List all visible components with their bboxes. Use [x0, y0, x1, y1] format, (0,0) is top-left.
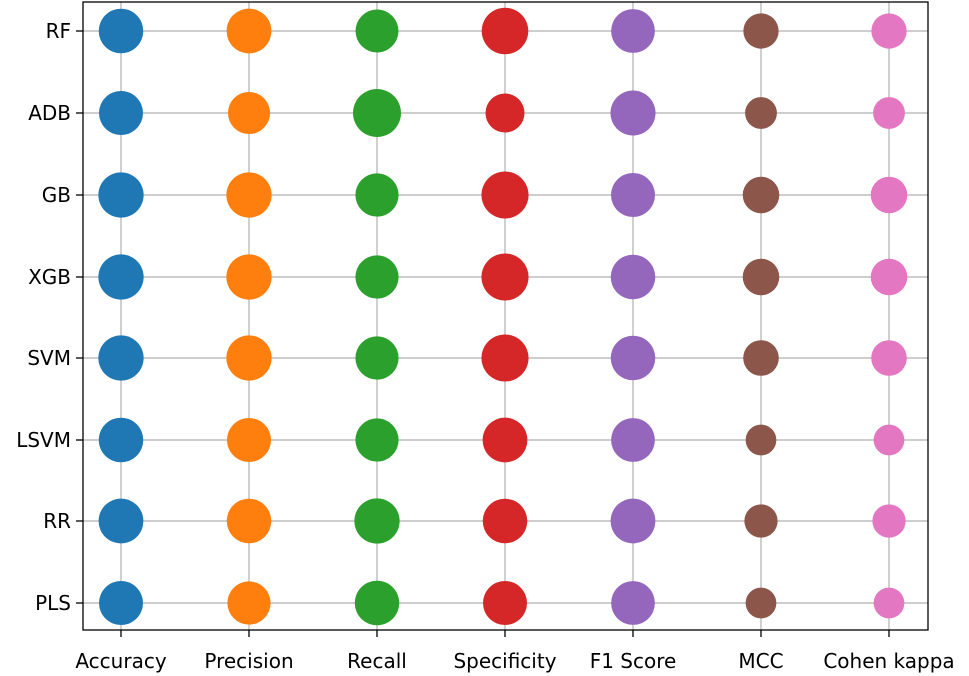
bubble-rr-precision	[226, 498, 272, 544]
bubble-gb-specificity	[481, 171, 529, 219]
bubble-xgb-recall	[355, 255, 399, 299]
bubble-svm-cohen-kappa	[871, 340, 907, 376]
x-tick-label-recall: Recall	[347, 649, 407, 673]
y-tick-label-xgb: XGB	[28, 265, 71, 289]
bubble-rf-mcc	[743, 13, 779, 49]
bubble-rf-specificity	[481, 7, 529, 55]
y-tick-label-lsvm: LSVM	[16, 428, 71, 452]
y-tick-label-rr: RR	[43, 509, 71, 533]
bubble-lsvm-mcc	[745, 424, 777, 456]
bubble-rf-recall	[355, 9, 399, 53]
bubble-rf-cohen-kappa	[871, 13, 907, 49]
bubble-rr-recall	[354, 498, 400, 544]
bubble-adb-cohen-kappa	[873, 97, 905, 129]
bubble-lsvm-cohen-kappa	[873, 424, 905, 456]
bubble-rr-cohen-kappa	[872, 504, 906, 538]
bubble-lsvm-f1-score	[611, 418, 655, 462]
bubble-pls-cohen-kappa	[873, 587, 905, 619]
bubble-adb-precision	[227, 91, 271, 135]
bubble-pls-mcc	[745, 587, 777, 619]
bubble-rr-mcc	[744, 504, 778, 538]
y-tick-label-rf: RF	[46, 19, 71, 43]
bubble-adb-specificity	[485, 93, 525, 133]
bubble-lsvm-accuracy	[98, 417, 144, 463]
x-tick-label-specificity: Specificity	[453, 649, 556, 673]
bubble-pls-recall	[354, 580, 400, 626]
bubble-rf-accuracy	[98, 8, 144, 54]
bubble-pls-f1-score	[611, 581, 655, 625]
bubble-svm-f1-score	[610, 335, 656, 381]
bubble-pls-accuracy	[99, 581, 143, 625]
bubble-pls-specificity	[483, 581, 527, 625]
bubble-svm-precision	[226, 335, 272, 381]
bubble-rr-accuracy	[98, 498, 144, 544]
bubble-gb-f1-score	[611, 173, 655, 217]
x-tick-label-f1-score: F1 Score	[590, 649, 677, 673]
y-tick-label-gb: GB	[42, 183, 71, 207]
bubble-lsvm-recall	[355, 418, 399, 462]
bubble-gb-precision	[226, 172, 272, 218]
bubble-layer	[98, 7, 908, 626]
bubble-xgb-f1-score	[610, 254, 656, 300]
bubble-pls-precision	[227, 581, 271, 625]
bubble-lsvm-precision	[227, 418, 271, 462]
bubble-adb-f1-score	[610, 90, 656, 136]
bubble-gb-cohen-kappa	[870, 176, 908, 214]
y-tick-label-adb: ADB	[28, 101, 71, 125]
bubble-svm-mcc	[743, 340, 779, 376]
bubble-adb-accuracy	[99, 91, 143, 135]
tick-layer: Accuracy Precision Recall Specificity F1 Sco…	[16, 19, 954, 673]
x-tick-label-precision: Precision	[204, 649, 293, 673]
y-tick-label-pls: PLS	[35, 591, 71, 615]
bubble-svm-recall	[355, 336, 399, 380]
bubble-gb-accuracy	[98, 172, 144, 218]
bubble-xgb-precision	[226, 254, 272, 300]
bubble-adb-recall	[353, 89, 401, 137]
x-tick-label-mcc: MCC	[738, 649, 783, 673]
bubble-xgb-cohen-kappa	[870, 258, 908, 296]
bubble-xgb-specificity	[481, 253, 529, 301]
bubble-gb-mcc	[742, 176, 780, 214]
bubble-adb-mcc	[745, 97, 777, 129]
bubble-rr-specificity	[482, 498, 528, 544]
y-tick-label-svm: SVM	[27, 346, 71, 370]
bubble-xgb-accuracy	[98, 254, 144, 300]
bubble-lsvm-specificity	[482, 417, 528, 463]
bubble-rr-f1-score	[610, 498, 656, 544]
x-tick-label-cohen-kappa: Cohen kappa	[823, 649, 954, 673]
x-tick-label-accuracy: Accuracy	[75, 649, 166, 673]
bubble-gb-recall	[355, 173, 399, 217]
bubble-svm-accuracy	[98, 335, 144, 381]
bubble-rf-f1-score	[611, 9, 655, 53]
bubble-xgb-mcc	[742, 258, 780, 296]
bubble-rf-precision	[226, 8, 272, 54]
bubble-svm-specificity	[481, 334, 529, 382]
